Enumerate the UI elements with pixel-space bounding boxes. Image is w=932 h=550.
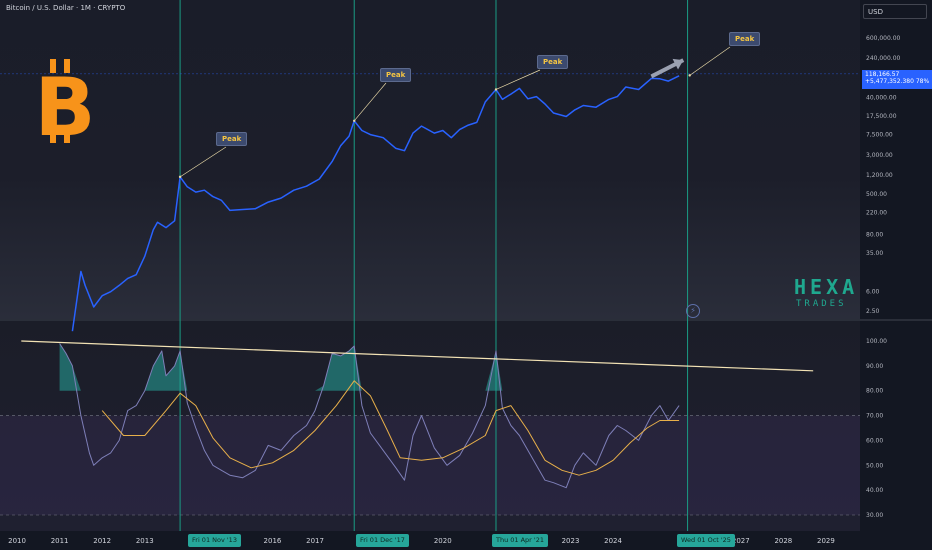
watermark-sub: TRADES [796, 299, 847, 309]
rsi-ma-line [101, 380, 680, 476]
bitcoin-icon: B [35, 59, 95, 154]
peak-pointer-dot-2 [494, 88, 498, 91]
year-tick-label: 2017 [306, 537, 324, 545]
price-tick-label: 3,000.00 [866, 152, 893, 159]
date-badge-2021: Thu 01 Apr '21 [492, 534, 548, 547]
peak-label-2017[interactable]: Peak [380, 68, 412, 82]
year-tick-label: 2024 [604, 537, 622, 545]
price-tick-label: 500.00 [866, 191, 887, 198]
rsi-tick-label: 90.00 [866, 363, 883, 370]
price-pane[interactable] [0, 0, 860, 319]
date-badge-2013: Fri 01 Nov '13 [188, 534, 241, 547]
rsi-tick-label: 60.00 [866, 437, 883, 444]
peak-pointer-2 [495, 69, 541, 90]
last-price: 118,166.57 [865, 71, 900, 78]
price-tick-label: 2.50 [866, 308, 880, 315]
rsi-overbought-fill-3 [485, 350, 503, 391]
rsi-line [59, 343, 680, 489]
price-tick-label: 6.00 [866, 289, 880, 296]
price-tick-label: 220.00 [866, 209, 887, 216]
year-tick-label: 2023 [562, 537, 580, 545]
currency-selector[interactable]: USD [863, 4, 927, 19]
rsi-tick-label: 40.00 [866, 487, 883, 494]
rsi-tick-label: 100.00 [866, 338, 887, 345]
price-tick-label: 1,200.00 [866, 172, 893, 179]
price-tick-label: 17,500.00 [866, 113, 897, 120]
peak-pointer-0 [179, 146, 227, 178]
price-tick-label: 40,000.00 [866, 95, 897, 102]
rsi-overbought-fill-0 [59, 343, 81, 391]
year-tick-label: 2012 [93, 537, 111, 545]
price-tick-label: 7,500.00 [866, 132, 893, 139]
year-tick-label: 2029 [817, 537, 835, 545]
price-tick-label: 80.00 [866, 232, 883, 239]
date-badge-2025: Wed 01 Oct '25 [677, 534, 735, 547]
price-tick-label: 35.00 [866, 250, 883, 257]
year-tick-label: 2027 [732, 537, 750, 545]
year-tick-label: 2011 [51, 537, 69, 545]
rsi-tick-label: 80.00 [866, 388, 883, 395]
peak-pointer-1 [353, 82, 387, 122]
peak-pointer-dot-1 [353, 119, 356, 123]
year-tick-label: 2028 [774, 537, 792, 545]
year-tick-label: 2010 [8, 537, 26, 545]
rsi-tick-label: 70.00 [866, 413, 883, 420]
rsi-band [0, 415, 860, 515]
peak-label-2025[interactable]: Peak [729, 32, 761, 46]
peak-label-2021[interactable]: Peak [537, 55, 569, 69]
year-tick-label: 2020 [434, 537, 452, 545]
peak-pointer-dot-0 [178, 175, 182, 179]
date-badge-2017: Fri 01 Dec '17 [356, 534, 409, 547]
watermark-brand: HEXA [794, 275, 859, 299]
peak-label-2013[interactable]: Peak [216, 132, 248, 146]
lightning-icon[interactable]: ⚡ [686, 304, 700, 318]
price-change: +5,477,352.380 78% [865, 78, 930, 85]
peak-pointer-dot-3 [688, 74, 691, 77]
price-line [71, 75, 680, 332]
rsi-tick-label: 30.00 [866, 512, 883, 519]
projection-arrow-head [672, 58, 684, 70]
rsi-overbought-fill-2 [315, 345, 362, 391]
last-price-tag: 118,166.57 +5,477,352.380 78% [862, 70, 932, 89]
price-tick-label: 600,000.00 [866, 35, 901, 42]
peak-pointer-3 [689, 46, 731, 76]
year-tick-label: 2013 [136, 537, 154, 545]
rsi-overbought-fill-1 [136, 350, 188, 391]
price-tick-label: 240,000.00 [866, 55, 901, 62]
rsi-tick-label: 50.00 [866, 462, 883, 469]
symbol-title[interactable]: Bitcoin / U.S. Dollar · 1M · CRYPTO [6, 4, 126, 12]
year-tick-label: 2016 [264, 537, 282, 545]
rsi-trendline [21, 340, 814, 372]
